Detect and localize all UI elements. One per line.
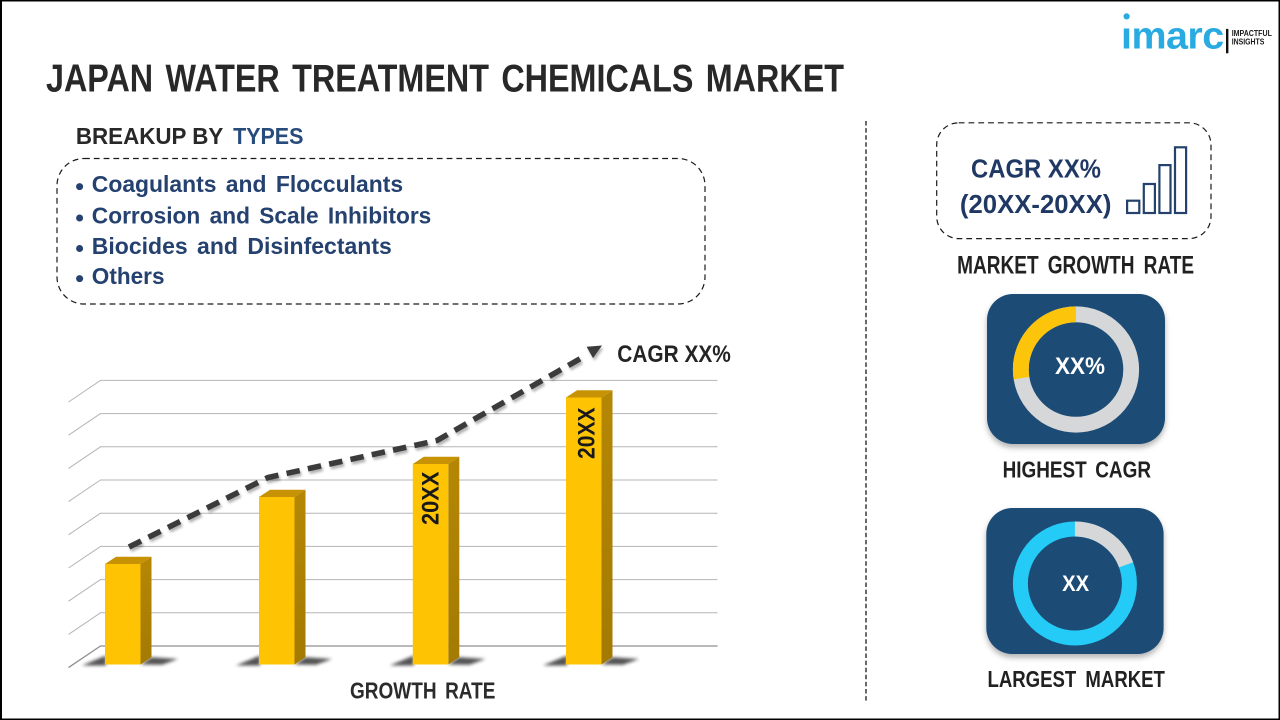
svg-text:BREAKUP BY: BREAKUP BY (76, 123, 223, 149)
svg-text:ımarc: ımarc (1121, 16, 1224, 58)
svg-text:TYPES: TYPES (233, 123, 303, 149)
svg-text:INSIGHTS: INSIGHTS (1232, 38, 1265, 47)
svg-text:20XX: 20XX (418, 472, 445, 525)
svg-text:Others: Others (92, 263, 165, 289)
svg-text:IMPACTFUL: IMPACTFUL (1232, 29, 1272, 38)
svg-text:MARKET GROWTH RATE: MARKET GROWTH RATE (957, 252, 1194, 280)
svg-text:CAGR XX%: CAGR XX% (971, 155, 1101, 183)
svg-text:LARGEST MARKET: LARGEST MARKET (988, 666, 1165, 692)
svg-text:20XX: 20XX (573, 407, 600, 459)
svg-text:Coagulants and Flocculants: Coagulants and Flocculants (92, 171, 403, 197)
svg-text:HIGHEST CAGR: HIGHEST CAGR (1003, 456, 1151, 482)
svg-text:Biocides and Disinfectants: Biocides and Disinfectants (92, 233, 392, 259)
svg-text:JAPAN WATER TREATMENT CHEMICAL: JAPAN WATER TREATMENT CHEMICALS MARKET (46, 57, 844, 100)
svg-text:GROWTH RATE: GROWTH RATE (350, 678, 495, 704)
svg-text:XX%: XX% (1055, 354, 1105, 380)
svg-text:CAGR XX%: CAGR XX% (617, 341, 731, 368)
svg-text:(20XX-20XX): (20XX-20XX) (960, 191, 1112, 219)
svg-text:XX: XX (1062, 571, 1089, 596)
svg-text:Corrosion and Scale Inhibitors: Corrosion and Scale Inhibitors (92, 203, 432, 229)
